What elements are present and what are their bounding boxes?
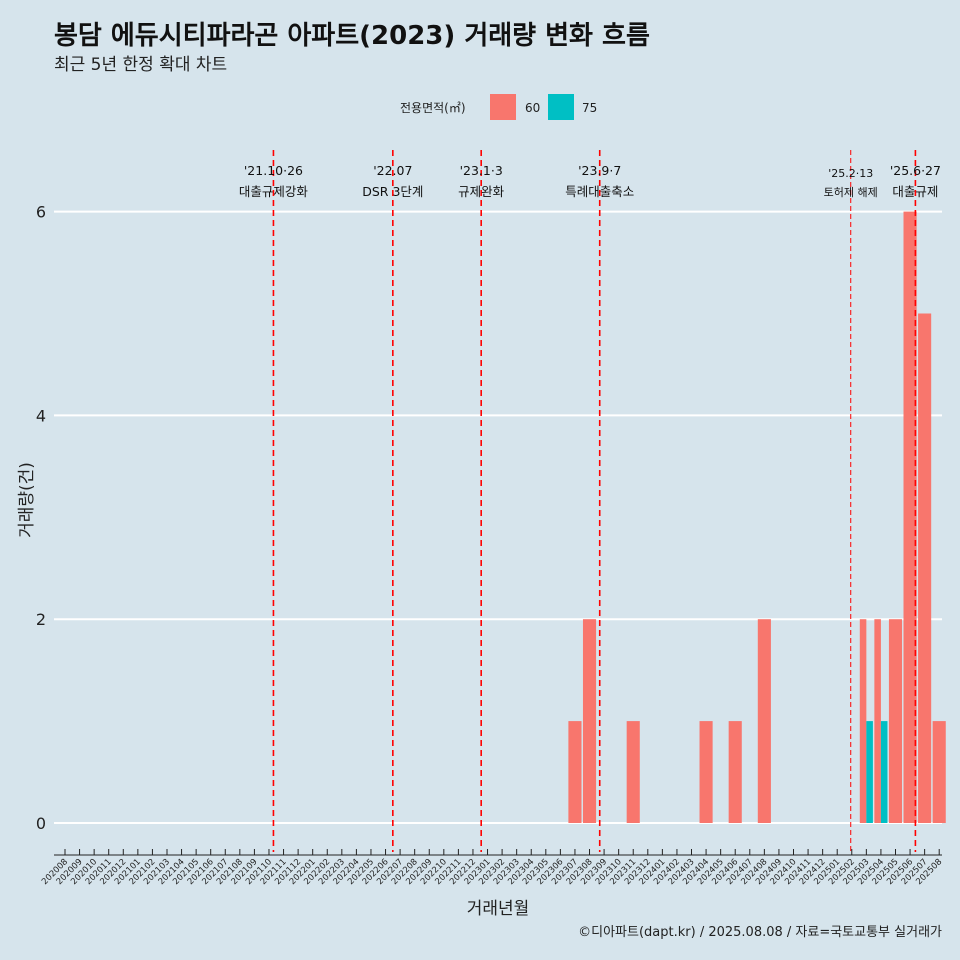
bar-60-202308 [582,619,597,823]
annotation-label-2022-07-01: DSR 3단계 [362,184,423,199]
x-axis-title: 거래년월 [467,899,530,919]
bar-60-202503 [859,619,867,823]
bar-60-202406 [728,721,742,823]
bar-60-202307 [568,721,582,823]
legend-swatch-75 [548,94,574,120]
annotation-label-2025-02-13: 토허제 해제 [824,185,878,199]
bar-60-202404 [699,721,713,823]
y-axis-ticks: 0 2 4 6 [36,203,46,833]
y-tick-label-2: 2 [36,610,46,629]
annotation-date-2023-09-07: '23.9·7 [578,163,621,178]
legend-label-60: 60 [525,101,540,115]
annotation-date-2022-07-01: '22.07 [373,163,412,178]
annotation-date-2025-06-27: '25.6·27 [890,163,941,178]
x-axis: 2020082020092020102020112020122021012021… [40,849,944,887]
legend-title: 전용면적(㎡) [400,101,466,115]
y-tick-label-0: 0 [36,814,46,833]
bar-60-202504 [874,619,881,823]
chart-subtitle: 최근 5년 한정 확대 차트 [54,55,227,75]
bar-60-202311 [626,721,640,823]
y-tick-label-4: 4 [36,406,46,425]
y-tick-label-6: 6 [36,203,46,222]
annotation-label-2023-09-07: 특례대출축소 [565,184,634,199]
bar-60-202508 [932,721,946,823]
annotation-date-2025-02-13: '25.2·13 [828,167,873,180]
annotation-date-2023-01-03: '23.1·3 [460,163,503,178]
gridlines [54,210,942,824]
annotation-label-2023-01-03: 규제완화 [458,184,505,199]
bar-75-202504 [880,721,888,823]
annotation-date-2021-10-26: '21.10·26 [244,163,303,178]
bars [568,211,946,824]
chart-caption: ©디아파트(dapt.kr) / 2025.08.08 / 자료=국토교통부 실… [578,925,942,940]
legend: 전용면적(㎡) 60 75 [400,94,597,120]
bar-60-202506 [903,211,917,824]
bar-60-202505 [888,619,903,823]
annotation-label-2021-10-26: 대출규제강화 [239,184,309,199]
chart-title: 봉담 에듀시티파라곤 아파트(2023) 거래량 변화 흐름 [54,21,650,51]
y-axis-title: 거래량(건) [17,462,37,538]
bar-60-202507 [918,313,932,823]
legend-swatch-60 [490,94,516,120]
bar-60-202408 [757,619,771,823]
annotation-label-2025-06-27: 대출규제 [892,184,938,199]
legend-label-75: 75 [582,101,597,115]
bar-75-202503 [866,721,873,823]
annotations: '21.10·26 대출규제강화 '22.07 DSR 3단계 '23.1·3 규제완화 '… [239,150,941,852]
